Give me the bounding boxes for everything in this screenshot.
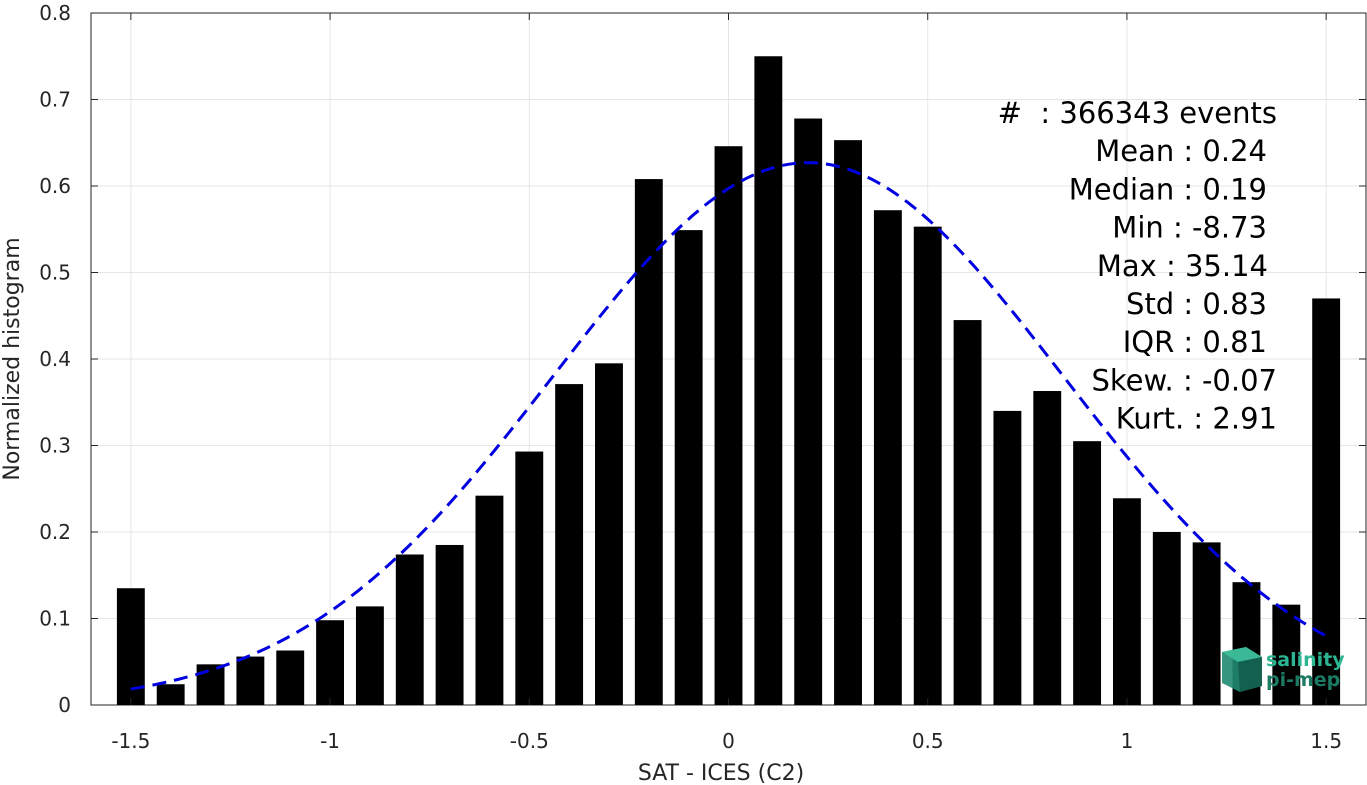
- histogram-bar: [116, 588, 145, 705]
- histogram-bar: [1112, 498, 1141, 705]
- histogram-bar: [1033, 391, 1062, 705]
- x-tick-label: -0.5: [510, 729, 549, 753]
- y-tick-label: 0.6: [39, 174, 71, 198]
- logo-cube-icon: [1222, 647, 1262, 692]
- logo-line2: pi-mep: [1266, 669, 1340, 691]
- stat-line: Median : 0.19: [1069, 172, 1267, 206]
- histogram-bar: [555, 384, 584, 705]
- histogram-bar: [1152, 532, 1181, 705]
- histogram-bar: [993, 410, 1022, 705]
- histogram-bar: [913, 226, 942, 705]
- stat-line: Kurt. : 2.91: [1116, 402, 1277, 436]
- histogram-bar: [1312, 298, 1341, 705]
- histogram-bar: [834, 140, 862, 705]
- x-tick-label: 1: [1121, 729, 1134, 753]
- stats-annotation: # : 366343 events Mean : 0.24 Median : 0.1…: [998, 96, 1277, 436]
- histogram-bar: [156, 684, 185, 705]
- logo-line1: salinity: [1266, 649, 1345, 671]
- x-tick-label: 0.5: [912, 729, 944, 753]
- histogram-bar: [754, 56, 783, 705]
- histogram-bar: [1073, 441, 1102, 705]
- histogram-bar: [276, 650, 305, 705]
- histogram-bar: [435, 544, 464, 705]
- y-tick-label: 0.2: [39, 520, 71, 544]
- stat-line: Skew. : -0.07: [1091, 363, 1277, 397]
- stat-line: # : 366343 events: [998, 96, 1277, 130]
- histogram-bar: [475, 495, 504, 705]
- x-tick-label: -1: [320, 729, 340, 753]
- y-tick-label: 0.7: [39, 88, 71, 112]
- stat-line: IQR : 0.81: [1123, 325, 1267, 359]
- x-tick-label: -1.5: [111, 729, 150, 753]
- y-tick-label: 0.1: [39, 607, 71, 631]
- histogram-bar: [873, 210, 902, 705]
- histogram-bar: [674, 230, 703, 706]
- y-tick-label: 0.3: [39, 434, 71, 458]
- histogram-bar: [714, 146, 743, 705]
- histogram-bar: [953, 320, 982, 705]
- histogram-bar: [1192, 542, 1221, 705]
- stat-line: Min : -8.73: [1112, 211, 1267, 245]
- histogram-bar: [794, 118, 823, 705]
- histogram-bar: [355, 606, 384, 705]
- y-tick-label: 0.5: [39, 261, 71, 285]
- histogram-bar: [236, 656, 265, 705]
- y-axis-label: Normalized histogram: [0, 237, 25, 480]
- histogram-bar: [395, 554, 424, 705]
- stat-line: Std : 0.83: [1126, 287, 1267, 321]
- histogram-bar: [1272, 604, 1301, 705]
- histogram-bar: [595, 363, 623, 705]
- axis-ticks: -1.5 -1 -0.5 0 0.5 1 1.5 0 0.1 0.2 0.3 0.4 0.5 0.6 0.7…: [39, 1, 1366, 753]
- y-tick-label: 0.4: [39, 347, 71, 371]
- y-tick-label: 0: [58, 693, 71, 717]
- histogram-bar: [316, 620, 345, 705]
- histogram-bar: [196, 664, 225, 705]
- histogram-bar: [634, 179, 663, 705]
- normal-fit-curve: [130, 161, 1327, 691]
- stat-line: Mean : 0.24: [1095, 134, 1267, 168]
- y-tick-label: 0.8: [39, 1, 71, 25]
- x-axis-label: SAT - ICES (C2): [638, 761, 804, 785]
- histogram-bars: [116, 56, 1341, 706]
- salinity-pi-mep-logo: salinity pi-mep: [1222, 647, 1345, 692]
- stat-line: Max : 35.14: [1097, 249, 1268, 283]
- histogram-bar: [515, 451, 544, 705]
- x-tick-label: 1.5: [1310, 729, 1342, 753]
- x-tick-label: 0: [722, 729, 735, 753]
